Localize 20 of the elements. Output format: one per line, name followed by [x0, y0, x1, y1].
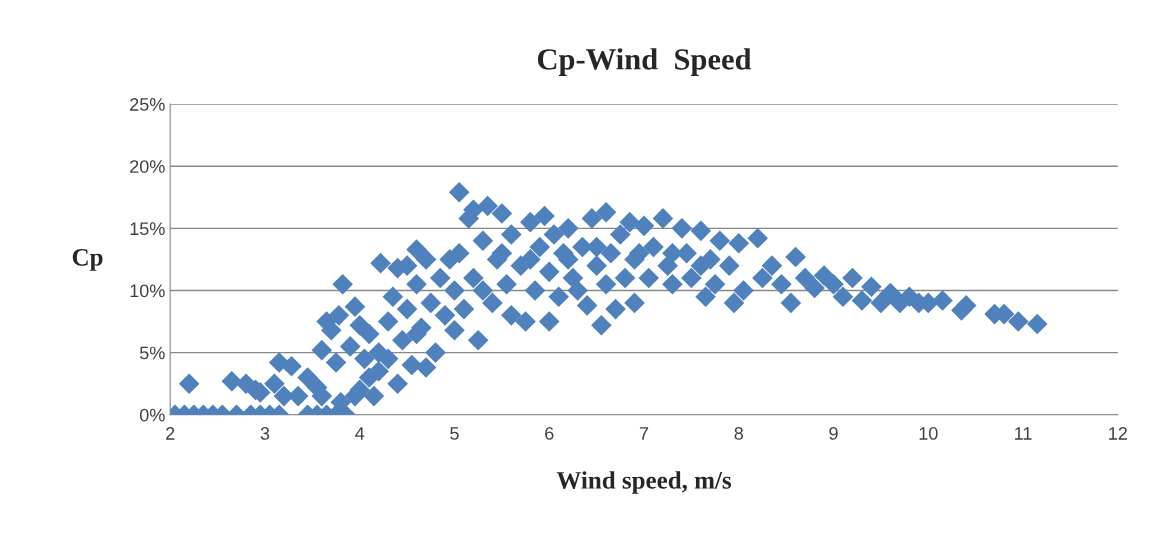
y-tick-label: 5% — [139, 346, 165, 360]
x-tick-label: 6 — [545, 427, 554, 440]
x-tick-label: 12 — [1109, 427, 1127, 440]
y-axis-title: Cp — [72, 248, 103, 271]
x-tick-label: 4 — [355, 427, 365, 440]
x-tick-label: 10 — [919, 427, 938, 440]
chart-title: Cp-Wind Speed — [537, 48, 752, 76]
x-tick-label: 3 — [260, 427, 270, 440]
y-tick-label: 15% — [130, 222, 165, 236]
x-tick-label: 11 — [1015, 427, 1032, 440]
y-tick-label: 0% — [139, 408, 165, 422]
x-tick-label: 5 — [450, 427, 459, 440]
x-tick-label: 7 — [639, 427, 649, 440]
y-tick-label: 20% — [130, 160, 165, 173]
x-tick-label: 9 — [829, 427, 838, 440]
x-tick-label: 2 — [166, 427, 175, 440]
x-axis-title: Wind speed, m/s — [556, 471, 732, 494]
x-tick-label: 8 — [734, 427, 743, 440]
y-tick-label: 25% — [130, 98, 165, 111]
y-tick-label: 10% — [130, 284, 165, 298]
